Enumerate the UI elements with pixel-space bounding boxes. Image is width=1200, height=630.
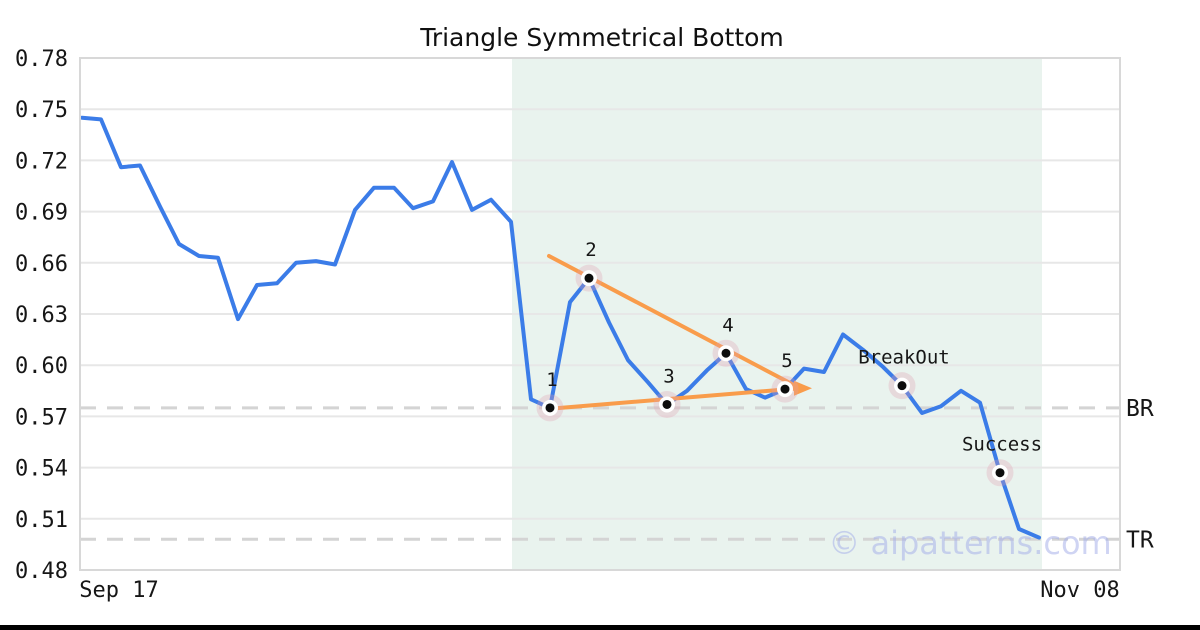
marker-dot (780, 384, 790, 394)
marker-label: 5 (781, 350, 792, 372)
marker-label: Success (962, 434, 1042, 456)
marker-label: 2 (585, 239, 596, 261)
markers-layer (536, 264, 1014, 487)
y-tick-label: 0.63 (15, 303, 68, 328)
price-line (80, 115, 1041, 540)
marker-label: 4 (722, 314, 733, 336)
bottom-black-bar (0, 625, 1200, 630)
chart-title: Triangle Symmetrical Bottom (419, 23, 784, 52)
lower-trendline (548, 386, 802, 411)
x-tick-label: Nov 08 (1040, 578, 1119, 603)
y-tick-label: 0.54 (15, 457, 68, 482)
y-tick-label: 0.51 (15, 508, 68, 533)
marker-label: 3 (663, 365, 674, 387)
y-tick-label: 0.78 (15, 47, 68, 72)
marker-dot (995, 468, 1005, 478)
y-tick-label: 0.57 (15, 405, 68, 430)
level-lines-layer (80, 406, 1120, 541)
title-layer: Triangle Symmetrical Bottom (419, 23, 784, 52)
price-line-layer (80, 115, 1041, 540)
marker-dot (721, 348, 731, 358)
plot-border (79, 57, 1121, 571)
marker-dot (897, 381, 907, 391)
axis-ticks-layer: 0.48 0.51 0.54 0.57 0.60 0.63 0.66 0.69 0.72 0.75… (15, 47, 1154, 603)
watermark-layer: © aipatterns.com (828, 524, 1111, 562)
marker-dot (584, 273, 594, 283)
y-tick-label: 0.60 (15, 354, 68, 379)
x-tick-label: Sep 17 (79, 578, 158, 603)
triangle-apex-arrow (794, 380, 812, 396)
marker-dot (662, 399, 672, 409)
y-tick-label: 0.75 (15, 98, 68, 123)
level-label-tr: TR (1126, 527, 1154, 553)
level-label-br: BR (1126, 396, 1154, 422)
watermark: © aipatterns.com (828, 524, 1111, 562)
y-tick-label: 0.66 (15, 252, 68, 277)
y-tick-label: 0.48 (15, 559, 68, 584)
y-tick-label: 0.72 (15, 149, 68, 174)
marker-label: 1 (546, 369, 557, 391)
marker-dot (545, 403, 555, 413)
y-tick-label: 0.69 (15, 201, 68, 226)
marker-labels-layer: 1 2 3 4 5 BreakOut Success (546, 239, 1042, 456)
marker-label: BreakOut (858, 347, 950, 369)
plot-border-layer (79, 57, 1121, 571)
